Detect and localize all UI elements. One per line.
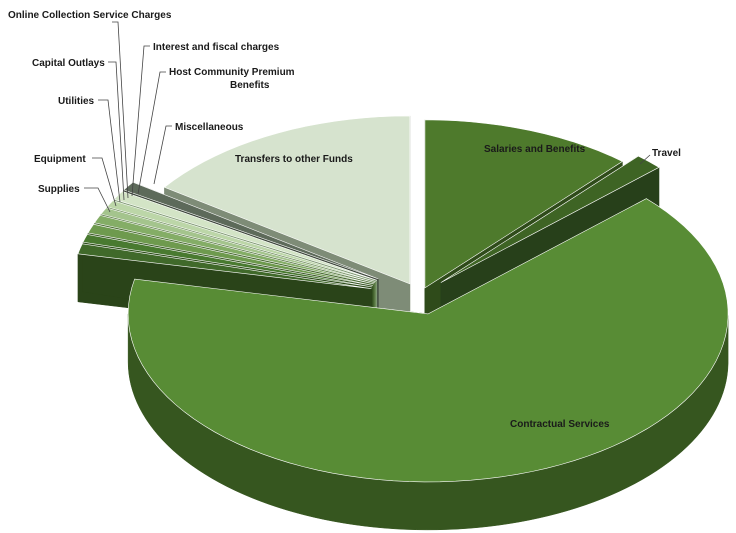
label-host-community-line1: Host Community Premium	[169, 67, 295, 78]
leader-line-capital	[108, 61, 125, 201]
slice-equipment	[82, 234, 373, 288]
label-miscellaneous: Miscellaneous	[175, 122, 244, 133]
slice-capital-outlays	[94, 215, 374, 285]
slice-miscellaneous	[123, 181, 379, 280]
leader-line-misc	[153, 125, 172, 185]
slice-online-collection-service-charges	[100, 207, 375, 284]
label-transfers: Transfers to other Funds	[235, 154, 353, 165]
label-online-collection: Online Collection Service Charges	[8, 10, 172, 21]
label-travel: Travel	[652, 148, 681, 159]
pie-slice-tops	[77, 115, 729, 483]
leader-line-host	[137, 71, 166, 195]
slice-transfers-to-other-funds	[163, 115, 411, 285]
slice-travel	[440, 155, 660, 283]
leader-line-supplies	[84, 187, 111, 213]
slice-host-community-premium-benefits	[113, 191, 377, 281]
slice-labels: Online Collection Service Charges Intere…	[8, 10, 681, 430]
leader-line-travel	[639, 154, 651, 165]
label-host-community-line2: Benefits	[230, 80, 270, 91]
leader-line-utilities	[98, 99, 121, 203]
label-utilities: Utilities	[58, 96, 95, 107]
slice-supplies	[77, 243, 372, 289]
leader-line-online	[112, 21, 129, 199]
slice-contractual-services	[127, 198, 729, 483]
label-leader-lines	[84, 21, 651, 213]
slice-salaries-and-benefits	[424, 119, 624, 289]
label-supplies: Supplies	[38, 184, 80, 195]
slice-interest-and-fiscal-charges	[106, 200, 376, 282]
label-capital-outlays: Capital Outlays	[32, 58, 105, 69]
label-equipment: Equipment	[34, 154, 86, 165]
label-salaries: Salaries and Benefits	[484, 144, 586, 155]
slice-utilities	[87, 223, 374, 286]
label-interest: Interest and fiscal charges	[153, 42, 280, 53]
leader-line-equipment	[92, 157, 117, 207]
leader-line-interest	[131, 45, 150, 197]
label-contractual: Contractual Services	[510, 419, 610, 430]
